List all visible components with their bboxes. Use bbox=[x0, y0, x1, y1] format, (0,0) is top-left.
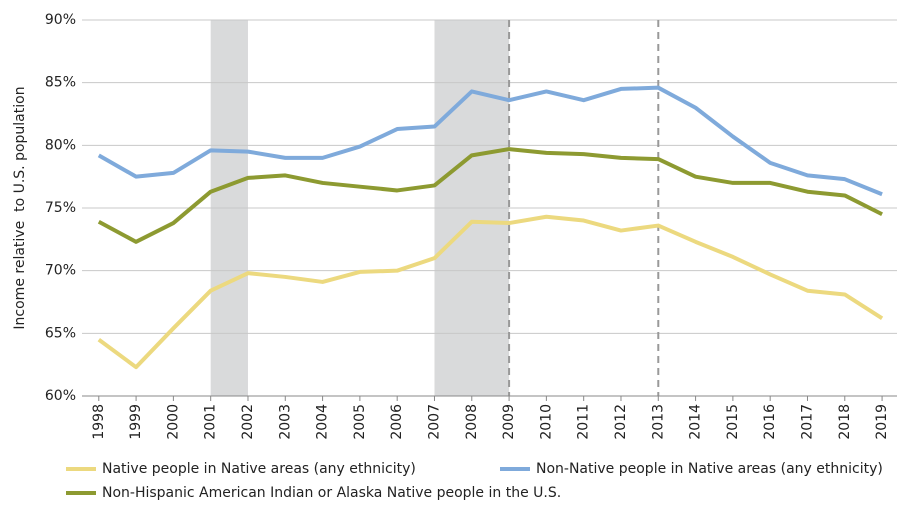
series-line bbox=[97, 147, 883, 244]
x-tick-label: 2015 bbox=[725, 404, 741, 440]
x-tick-label: 2019 bbox=[874, 404, 890, 440]
x-tick-label: 2004 bbox=[315, 404, 331, 440]
x-tick-label: 2006 bbox=[389, 404, 405, 440]
x-tick-label: 2007 bbox=[426, 404, 442, 440]
x-tick-label: 2009 bbox=[501, 404, 517, 440]
x-tick-label: 2018 bbox=[837, 404, 853, 440]
x-tick-label: 2010 bbox=[538, 404, 554, 440]
y-tick-label: 60% bbox=[45, 388, 76, 404]
x-tick-label: 2011 bbox=[576, 404, 592, 440]
y-tick-label: 90% bbox=[45, 12, 76, 28]
x-tick-label: 2005 bbox=[352, 404, 368, 440]
y-tick-label: 80% bbox=[45, 137, 76, 153]
x-tick-label: 2012 bbox=[613, 404, 629, 440]
y-tick-label: 70% bbox=[45, 263, 76, 279]
x-tick-label: 2001 bbox=[203, 404, 219, 440]
legend-label: Non-Hispanic American Indian or Alaska N… bbox=[102, 485, 561, 501]
x-tick-label: 2002 bbox=[240, 404, 256, 440]
legend-label: Non-Native people in Native areas (any e… bbox=[536, 461, 883, 477]
series-line bbox=[97, 214, 884, 370]
y-axis-label: Income relative to U.S. population bbox=[12, 86, 28, 329]
x-tick-label: 2017 bbox=[799, 404, 815, 440]
legend-label: Native people in Native areas (any ethni… bbox=[102, 461, 416, 477]
x-tick-label: 2016 bbox=[762, 404, 778, 440]
x-tick-label: 2008 bbox=[464, 404, 480, 440]
y-tick-label: 75% bbox=[45, 200, 76, 216]
x-tick-label: 2003 bbox=[277, 404, 293, 440]
y-tick-label: 65% bbox=[45, 325, 76, 341]
x-tick-label: 1999 bbox=[128, 404, 144, 440]
x-tick-label: 2014 bbox=[688, 404, 704, 440]
x-tick-label: 2000 bbox=[165, 404, 181, 440]
series-line bbox=[97, 85, 883, 197]
y-tick-label: 85% bbox=[45, 75, 76, 91]
x-tick-label: 1998 bbox=[91, 404, 107, 440]
x-tick-label: 2013 bbox=[650, 404, 666, 440]
